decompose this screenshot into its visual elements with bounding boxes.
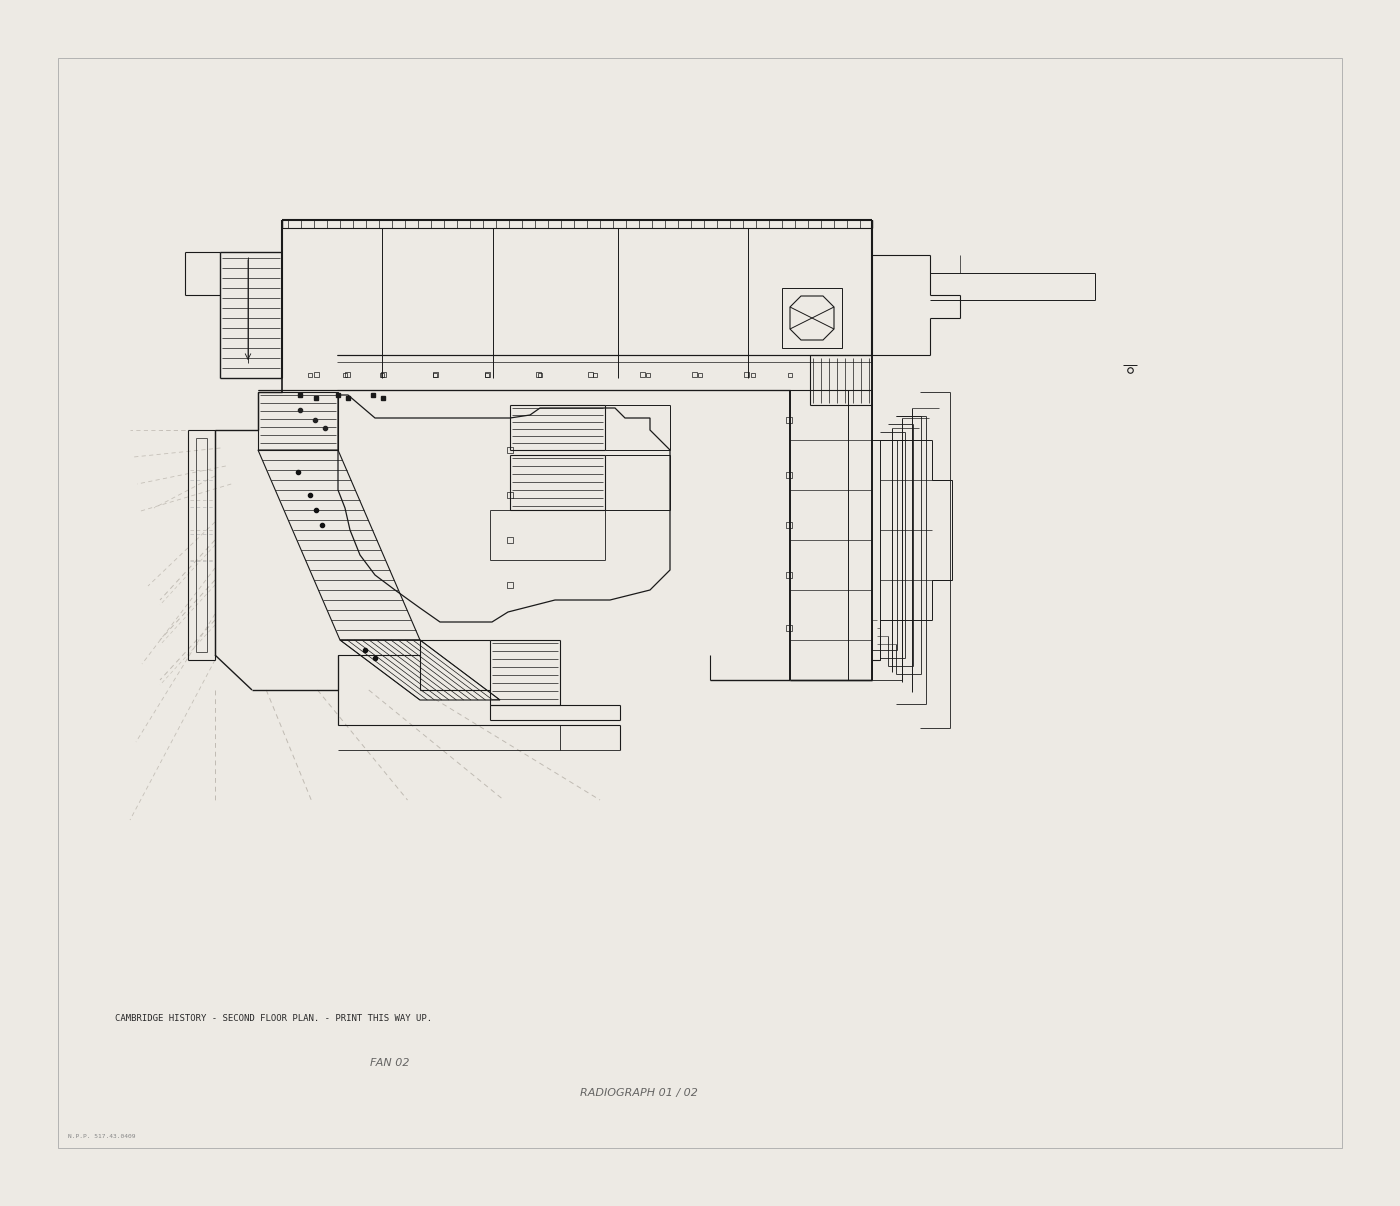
Text: CAMBRIDGE HISTORY - SECOND FLOOR PLAN. - PRINT THIS WAY UP.: CAMBRIDGE HISTORY - SECOND FLOOR PLAN. -… — [115, 1014, 433, 1023]
Text: FAN 02: FAN 02 — [370, 1058, 409, 1069]
Bar — [785, 417, 792, 423]
Bar — [743, 371, 749, 377]
Bar — [594, 373, 596, 377]
Bar — [484, 371, 490, 377]
Bar — [484, 373, 489, 377]
Bar — [379, 373, 384, 377]
Bar — [433, 373, 437, 377]
Bar — [536, 371, 540, 377]
Bar — [645, 373, 650, 377]
Text: N.P.P. 517.43.0409: N.P.P. 517.43.0409 — [69, 1134, 136, 1138]
Bar — [538, 373, 542, 377]
Bar — [507, 447, 512, 453]
Bar — [314, 371, 319, 377]
Bar — [344, 371, 350, 377]
Bar — [785, 522, 792, 528]
Text: RADIOGRAPH 01 / 02: RADIOGRAPH 01 / 02 — [580, 1088, 697, 1097]
Bar — [785, 572, 792, 578]
Bar — [308, 373, 312, 377]
Bar — [640, 371, 645, 377]
Bar — [507, 537, 512, 543]
Bar — [785, 472, 792, 478]
Bar — [507, 492, 512, 498]
Bar — [788, 373, 792, 377]
Bar — [381, 371, 386, 377]
Bar — [785, 625, 792, 631]
Bar — [699, 373, 701, 377]
Bar — [433, 371, 438, 377]
Bar — [507, 582, 512, 589]
Bar — [588, 371, 594, 377]
Bar — [750, 373, 755, 377]
Bar — [343, 373, 347, 377]
Bar — [783, 288, 841, 349]
Bar — [692, 371, 697, 377]
